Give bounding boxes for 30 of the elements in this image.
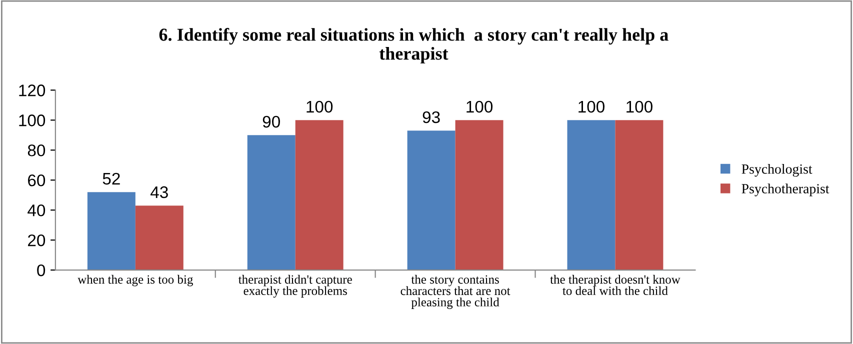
- chart-title: 6. Identify some real situations in which a story can't really help a therapist: [159, 28, 668, 64]
- data-label: 52: [102, 172, 120, 185]
- y-tick-label: 20: [28, 234, 46, 246]
- legend-label: Psychotherapist: [742, 184, 830, 196]
- bar: [87, 192, 136, 270]
- data-label: 100: [626, 100, 652, 113]
- data-label: 43: [150, 186, 168, 198]
- y-tick-label: 40: [28, 204, 46, 216]
- y-tick-label: 80: [28, 144, 46, 156]
- data-label: 100: [466, 100, 493, 113]
- bar: [615, 120, 664, 270]
- bar: [135, 206, 184, 270]
- data-label: 93: [422, 111, 440, 124]
- data-label: 90: [262, 116, 280, 128]
- x-tick-label: the story contains characters that are not pleasing the child: [400, 274, 510, 309]
- bar: [295, 120, 344, 270]
- x-tick-label: when the age is too big: [78, 274, 193, 286]
- x-tick-label: the therapist doesn't know to deal with the child: [550, 274, 680, 296]
- legend-label: Psychologist: [742, 164, 812, 177]
- y-tick-label: 100: [19, 114, 46, 126]
- data-label: 100: [306, 100, 333, 113]
- y-tick-label: 120: [19, 84, 46, 96]
- y-tick-label: 60: [28, 174, 46, 186]
- bar: [407, 130, 456, 270]
- bar: [455, 120, 504, 270]
- x-tick-label: therapist didn't capture exactly the problems: [238, 274, 352, 298]
- bar: [247, 135, 296, 270]
- y-tick-label: 0: [37, 264, 46, 276]
- bar: [567, 120, 616, 270]
- data-label: 100: [578, 100, 604, 113]
